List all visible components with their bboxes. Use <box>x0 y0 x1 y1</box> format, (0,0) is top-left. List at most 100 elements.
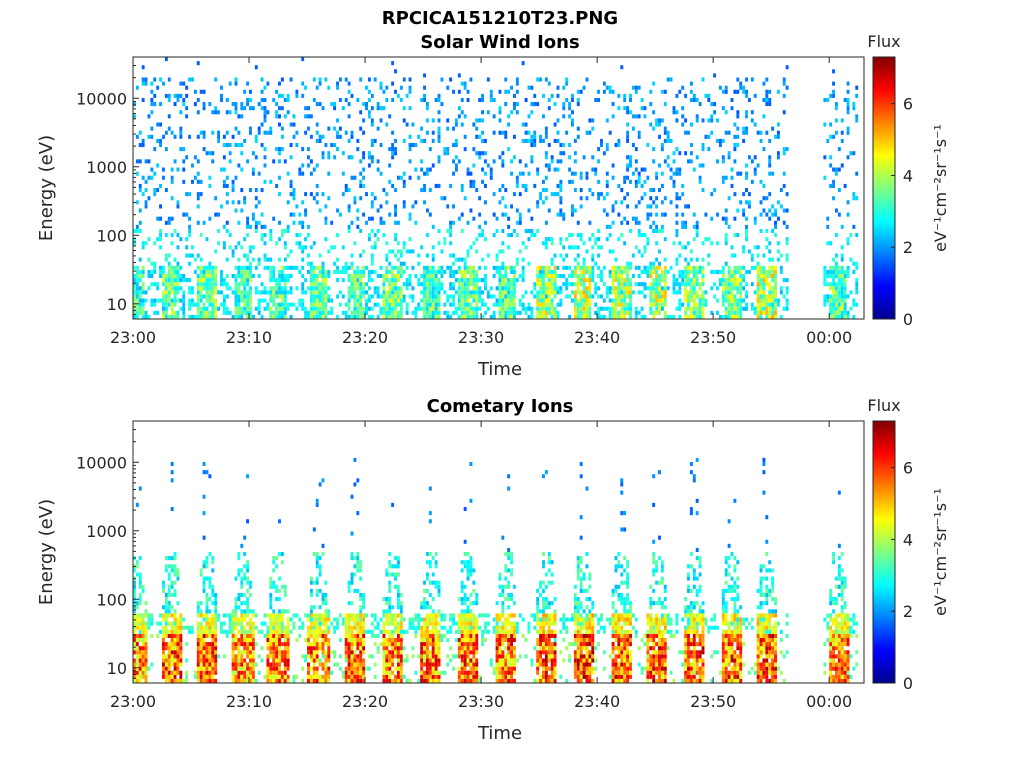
flux-cell <box>167 302 171 307</box>
flux-cell <box>249 106 252 111</box>
flux-cell <box>739 265 743 270</box>
flux-cell <box>428 294 432 299</box>
flux-cell <box>307 654 310 659</box>
flux-cell <box>785 278 789 283</box>
flux-cell <box>620 269 624 274</box>
flux-cell <box>254 220 258 225</box>
flux-cell <box>562 282 566 287</box>
flux-cell <box>283 637 287 643</box>
flux-cell <box>394 212 397 217</box>
flux-cell <box>571 273 574 279</box>
flux-cell <box>295 204 299 209</box>
flux-cell <box>179 134 183 139</box>
flux-cell <box>692 298 696 303</box>
flux-cell <box>309 576 313 581</box>
flux-cell <box>660 278 664 283</box>
flux-cell <box>347 637 351 643</box>
flux-cell <box>344 310 348 315</box>
flux-cell <box>785 237 789 242</box>
flux-cell <box>231 625 235 630</box>
flux-cell <box>457 294 461 299</box>
flux-cell <box>846 200 850 205</box>
flux-cell <box>730 167 734 172</box>
flux-cell <box>159 245 163 250</box>
flux-cell <box>199 670 203 675</box>
flux-cell <box>536 314 540 319</box>
flux-cell <box>675 204 679 209</box>
flux-cell <box>170 175 174 180</box>
flux-cell <box>327 310 331 315</box>
flux-cell <box>600 314 603 319</box>
flux-cell <box>658 249 661 254</box>
flux-cell <box>205 658 209 663</box>
flux-cell <box>191 253 194 258</box>
flux-cell <box>623 286 627 291</box>
flux-cell <box>713 188 717 193</box>
flux-cell <box>173 572 177 577</box>
flux-cell <box>312 658 316 663</box>
flux-cell <box>501 249 505 254</box>
flux-cell <box>443 290 447 295</box>
flux-cell <box>544 237 548 242</box>
flux-cell <box>191 298 194 303</box>
flux-cell <box>135 658 139 663</box>
flux-cell <box>280 617 284 622</box>
flux-cell <box>588 269 592 274</box>
flux-cell <box>205 298 209 303</box>
flux-cell <box>225 130 229 135</box>
flux-cell <box>730 97 734 103</box>
flux-cell <box>231 253 235 258</box>
flux-cell <box>135 502 139 507</box>
flux-cell <box>655 286 659 291</box>
flux-cell <box>437 93 441 98</box>
flux-cell <box>257 654 261 659</box>
flux-cell <box>162 674 165 679</box>
flux-cell <box>356 224 360 229</box>
flux-cell <box>370 138 374 143</box>
flux-cell <box>307 662 310 667</box>
flux-cell <box>571 212 574 217</box>
flux-cell <box>283 642 287 647</box>
flux-cell <box>553 265 557 270</box>
flux-cell <box>747 155 751 160</box>
flux-cell <box>243 662 247 667</box>
flux-cell <box>614 278 618 283</box>
flux-cell <box>234 126 238 131</box>
flux-cell <box>826 216 830 221</box>
flux-cell <box>457 265 461 270</box>
flux-cell <box>138 650 142 655</box>
flux-cell <box>167 670 171 675</box>
flux-cell <box>504 102 508 107</box>
flux-cell <box>634 179 638 184</box>
flux-cell <box>547 290 551 295</box>
flux-cell <box>843 278 847 283</box>
flux-cell <box>492 114 496 119</box>
flux-cell <box>144 662 148 667</box>
flux-cell <box>428 273 432 279</box>
flux-cell <box>649 273 653 279</box>
flux-cell <box>251 613 255 618</box>
flux-cell <box>315 314 319 319</box>
flux-cell <box>774 290 777 295</box>
flux-cell <box>185 658 189 663</box>
flux-cell <box>692 212 696 217</box>
flux-cell <box>614 286 618 291</box>
flux-cell <box>611 314 615 319</box>
flux-cell <box>698 306 702 311</box>
flux-cell <box>571 208 574 213</box>
flux-cell <box>336 625 339 630</box>
flux-cell <box>365 298 368 303</box>
y-tick-label: 10 <box>107 295 127 314</box>
flux-cell <box>750 257 754 262</box>
flux-cell <box>353 625 357 630</box>
flux-cell <box>196 159 200 164</box>
flux-cell <box>594 286 598 291</box>
flux-cell <box>774 294 777 299</box>
flux-cell <box>756 163 760 168</box>
flux-cell <box>759 286 763 291</box>
flux-cell <box>681 282 685 287</box>
flux-cell <box>759 269 763 274</box>
flux-cell <box>251 245 255 250</box>
flux-cell <box>727 306 731 311</box>
flux-cell <box>260 282 264 287</box>
